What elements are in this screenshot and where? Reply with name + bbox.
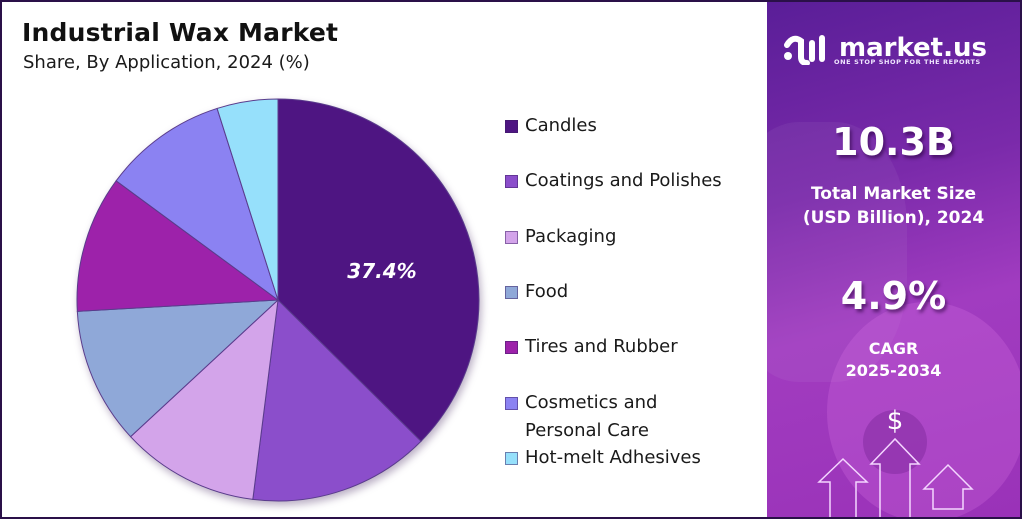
legend-item: Candles — [505, 112, 597, 140]
pie-slice-candles — [277, 98, 480, 442]
legend-item: Hot-melt Adhesives — [505, 444, 701, 472]
brand-name: market.us — [839, 33, 987, 63]
dollar-icon: $ — [887, 406, 904, 436]
legend-label: Candles — [525, 115, 597, 136]
growth-arrows-icon: $ — [817, 406, 974, 517]
pie-slice-tires-and-rubber — [76, 180, 280, 312]
pie-data-label: 37.4% — [347, 259, 416, 283]
legend-item: Cosmetics and Personal Care — [505, 389, 658, 445]
cagr-label: CAGR 2025-2034 — [767, 338, 1020, 382]
cagr-label-line1: CAGR — [868, 339, 919, 358]
pie-slice-cosmetics-and-personal-care — [115, 107, 279, 302]
legend-swatch-icon — [505, 231, 518, 244]
stats-panel: market.us ONE STOP SHOP FOR THE REPORTS … — [767, 2, 1020, 517]
legend-label: Food — [525, 281, 569, 302]
legend-label: Cosmetics and Personal Care — [525, 392, 658, 441]
brand-tagline: ONE STOP SHOP FOR THE REPORTS — [834, 58, 981, 66]
brand-logo: market.us — [783, 28, 1013, 68]
legend-swatch-icon — [505, 397, 518, 410]
legend-item: Food — [505, 278, 568, 306]
legend-item: Tires and Rubber — [505, 333, 678, 361]
legend-swatch-icon — [505, 175, 518, 188]
market-size-value: 10.3B — [832, 120, 955, 164]
legend-item: Coatings and Polishes — [505, 167, 722, 195]
chart-title: Industrial Wax Market — [22, 18, 339, 47]
cagr-value: 4.9% — [840, 274, 947, 318]
pie-slice-food — [76, 299, 280, 438]
pie-slice-coatings-and-polishes — [252, 298, 422, 502]
background-decoration — [767, 122, 907, 382]
market-size-label: Total Market Size (USD Billion), 2024 — [767, 182, 1020, 230]
cagr-label-line2: 2025-2034 — [845, 361, 942, 380]
legend-swatch-icon — [505, 341, 518, 354]
legend-label: Coatings and Polishes — [525, 170, 722, 191]
pie-chart: 37.4% — [72, 94, 484, 506]
legend-swatch-icon — [505, 452, 518, 465]
legend-swatch-icon — [505, 286, 518, 299]
legend-swatch-icon — [505, 120, 518, 133]
market-us-logo-icon — [784, 35, 825, 65]
legend-item: Packaging — [505, 223, 616, 251]
background-decoration — [827, 302, 1020, 517]
pie-slice-hot-melt-adhesives — [216, 98, 279, 301]
legend-label: Packaging — [525, 226, 617, 247]
legend-label: Hot-melt Adhesives — [525, 447, 701, 468]
market-size-label-line1: Total Market Size — [810, 184, 977, 204]
legend-label: Tires and Rubber — [525, 336, 678, 357]
pie-slice-packaging — [129, 298, 279, 500]
chart-subtitle: Share, By Application, 2024 (%) — [23, 52, 310, 73]
market-size-label-line2: (USD Billion), 2024 — [802, 208, 985, 228]
